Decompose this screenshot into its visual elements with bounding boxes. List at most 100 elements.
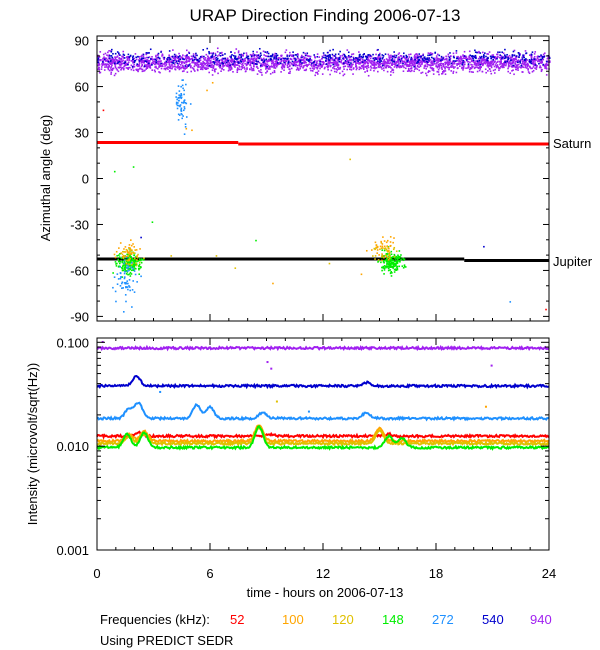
- dp-940: [246, 68, 248, 71]
- time-x-label: time - hours on 2006-07-13: [247, 585, 404, 600]
- dp-540: [148, 52, 150, 54]
- dp-940: [116, 60, 119, 62]
- dp-540: [215, 56, 218, 59]
- dp-940: [217, 63, 219, 66]
- dp-940: [488, 51, 491, 53]
- dp-940: [309, 67, 312, 70]
- dp-540: [325, 57, 328, 60]
- intensity-dot: [159, 390, 162, 393]
- dp-940: [241, 66, 243, 68]
- dp-940: [235, 48, 238, 50]
- dp-940: [166, 66, 169, 68]
- dp-940: [468, 55, 470, 58]
- dp-940: [231, 60, 234, 63]
- dp-cluster: [134, 249, 137, 251]
- dp-540: [192, 55, 195, 57]
- dp-940: [456, 59, 459, 62]
- dp-540: [517, 61, 519, 64]
- dp-940: [534, 62, 537, 65]
- dp-cluster: [124, 255, 127, 258]
- dp-540: [196, 54, 198, 57]
- dp-cluster: [125, 259, 127, 262]
- dp-940: [356, 59, 358, 62]
- dp-cluster: [384, 266, 387, 268]
- dp-cluster: [112, 286, 114, 289]
- dp-940: [304, 64, 307, 67]
- dp-940: [498, 69, 500, 72]
- dp-540: [288, 55, 291, 57]
- dp-cluster: [377, 261, 379, 263]
- dp-cluster: [116, 262, 118, 265]
- dp-cluster: [392, 256, 394, 258]
- dp-cluster: [377, 259, 380, 262]
- dp-940: [163, 63, 165, 66]
- dp-940: [435, 65, 437, 67]
- dp-540: [333, 59, 336, 61]
- dp-940: [133, 65, 136, 68]
- dp-940: [314, 74, 316, 77]
- dp-940: [209, 60, 212, 62]
- dp-940: [128, 66, 131, 69]
- dp-940: [438, 65, 441, 68]
- dp-940: [327, 59, 329, 62]
- dp-540: [472, 55, 475, 58]
- dp-940: [185, 59, 188, 62]
- dp-940: [402, 60, 405, 63]
- dp-940: [165, 64, 168, 66]
- dp-940: [387, 53, 390, 56]
- dp-940: [411, 64, 414, 66]
- dp-940: [355, 64, 357, 67]
- dp-940: [348, 55, 350, 58]
- dp-540: [343, 53, 346, 56]
- dp-940: [333, 61, 335, 63]
- dp-940: [185, 55, 187, 58]
- dp-940: [309, 59, 312, 61]
- dp-940: [225, 64, 228, 67]
- dp-940: [511, 59, 514, 62]
- dp-940: [151, 59, 154, 61]
- dp-940: [247, 58, 249, 61]
- dp-540: [393, 51, 395, 53]
- dp-540: [348, 63, 351, 66]
- dp-940: [348, 59, 350, 62]
- dp-940: [427, 71, 429, 74]
- dp-940: [432, 73, 435, 75]
- dp-940: [280, 60, 283, 63]
- dp-540: [283, 61, 286, 64]
- dp-540: [475, 57, 477, 60]
- dp-940: [124, 60, 127, 62]
- dp-940: [168, 66, 170, 68]
- dp-cluster: [139, 248, 141, 250]
- dp-940: [289, 72, 291, 75]
- dp-940: [397, 61, 400, 63]
- dp-940: [141, 60, 144, 63]
- dp-940: [289, 68, 291, 71]
- dp-940: [194, 62, 197, 64]
- dp-940: [310, 59, 313, 61]
- dp-940: [191, 61, 193, 64]
- dp-stray: [272, 282, 274, 285]
- dp-540: [525, 58, 527, 60]
- dp-940: [114, 72, 117, 75]
- dp-940: [161, 53, 164, 56]
- dp-940: [476, 70, 479, 73]
- dp-540: [196, 58, 199, 61]
- dp-940: [167, 68, 169, 70]
- dp-940: [233, 62, 236, 65]
- dp-940: [390, 67, 392, 69]
- dp-940: [440, 65, 443, 67]
- dp-cluster: [387, 259, 389, 262]
- dp-940: [319, 59, 321, 61]
- dp-940: [330, 62, 333, 64]
- dp-540: [406, 60, 408, 63]
- dp-540: [518, 54, 521, 57]
- dp-940: [457, 67, 459, 69]
- dp-940: [116, 55, 119, 57]
- dp-cluster: [127, 282, 129, 285]
- dp-940: [202, 57, 205, 60]
- dp-940: [126, 55, 129, 58]
- dp-940: [416, 62, 419, 65]
- dp-940: [389, 57, 391, 59]
- dp-940: [470, 63, 472, 66]
- dp-940: [124, 64, 127, 67]
